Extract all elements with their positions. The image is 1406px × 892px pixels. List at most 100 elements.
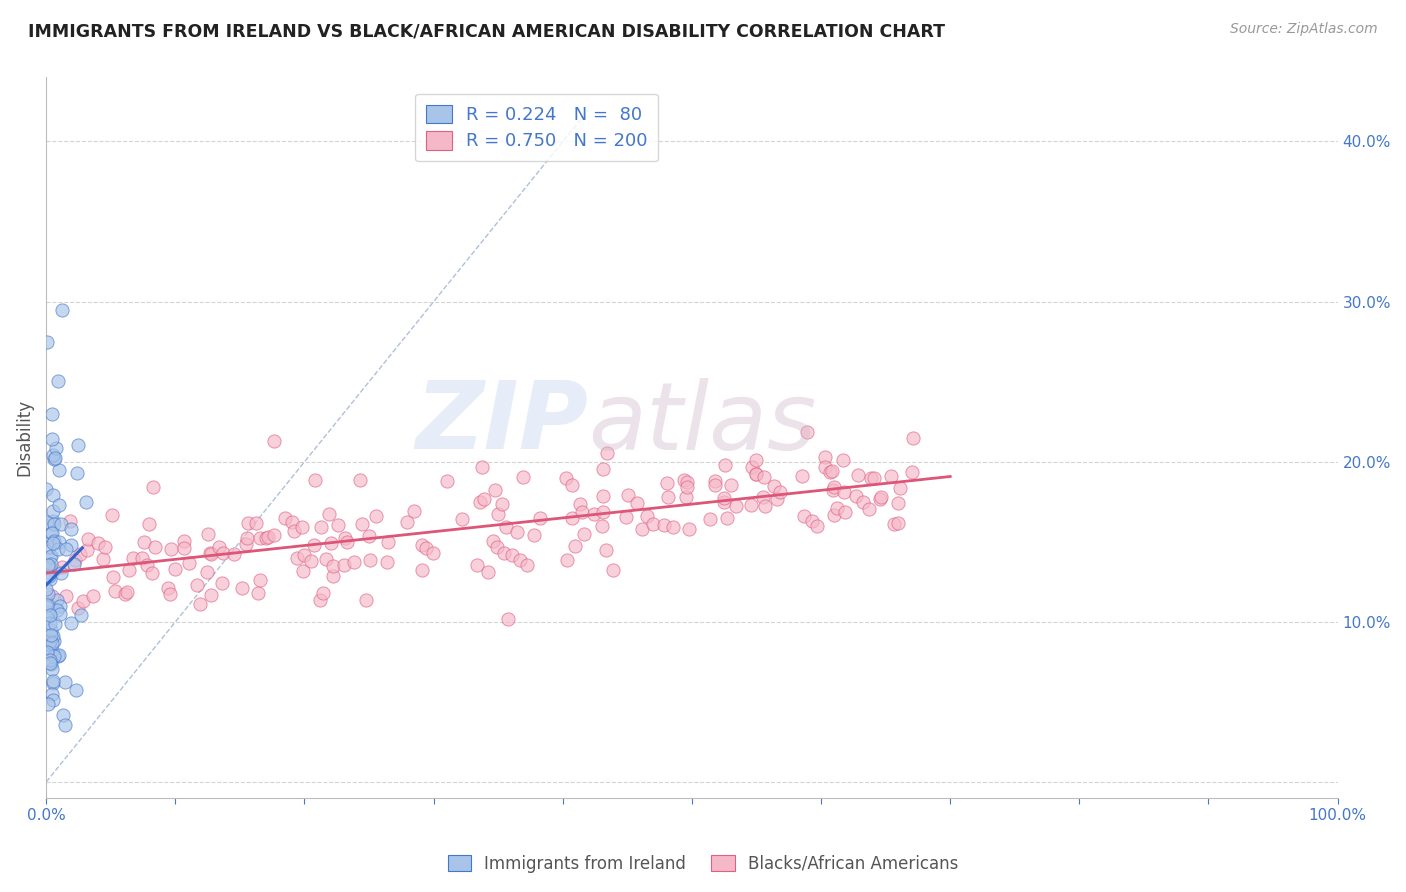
Point [486, 507, 509, 521]
Point [889, 481, 911, 495]
Point [283, 524, 305, 538]
Point [569, 497, 592, 511]
Point [39, 657, 62, 671]
Point [41, 589, 63, 603]
Point [75, 495, 97, 509]
Point [82, 589, 104, 603]
Point [470, 495, 492, 509]
Point [792, 468, 814, 483]
Point [60, 616, 83, 631]
Point [66, 466, 89, 480]
Point [131, 551, 153, 566]
Point [249, 532, 271, 546]
Point [39, 557, 62, 571]
Point [335, 535, 357, 549]
Point [450, 512, 472, 526]
Point [626, 496, 648, 510]
Point [49, 607, 72, 622]
Point [35, 482, 58, 496]
Point [675, 490, 697, 504]
Point [41, 536, 63, 550]
Point [484, 483, 506, 498]
Point [595, 446, 617, 460]
Point [845, 489, 868, 503]
Point [492, 546, 515, 560]
Point [699, 512, 721, 526]
Point [561, 478, 583, 492]
Point [436, 475, 458, 489]
Point [800, 514, 823, 528]
Point [115, 584, 138, 599]
Point [821, 464, 844, 478]
Point [37, 598, 59, 612]
Legend: R = 0.224   N =  80, R = 0.750   N = 200: R = 0.224 N = 80, R = 0.750 N = 200 [416, 94, 658, 161]
Point [249, 574, 271, 588]
Point [825, 501, 848, 516]
Point [411, 563, 433, 577]
Point [46, 593, 69, 607]
Point [59, 538, 82, 552]
Point [652, 518, 675, 533]
Point [35, 582, 58, 596]
Point [870, 491, 893, 505]
Point [745, 467, 768, 482]
Point [823, 480, 845, 494]
Point [235, 537, 257, 551]
Point [222, 548, 245, 562]
Point [299, 554, 322, 568]
Point [186, 577, 208, 591]
Point [304, 538, 326, 552]
Point [333, 531, 356, 545]
Point [39, 623, 62, 637]
Point [42, 534, 65, 549]
Point [38, 541, 60, 555]
Point [69, 607, 91, 622]
Point [740, 498, 762, 512]
Point [763, 479, 786, 493]
Point [55, 541, 77, 556]
Point [132, 535, 155, 549]
Point [832, 485, 855, 500]
Point [72, 594, 94, 608]
Point [630, 522, 652, 536]
Point [38, 549, 60, 564]
Point [76, 542, 98, 557]
Point [880, 469, 903, 483]
Point [662, 520, 685, 534]
Point [643, 516, 665, 531]
Point [198, 546, 221, 560]
Point [190, 597, 212, 611]
Point [63, 557, 86, 571]
Point [37, 597, 59, 611]
Point [38, 573, 60, 587]
Point [42, 693, 65, 707]
Point [48, 498, 70, 512]
Point [285, 551, 308, 566]
Point [471, 460, 494, 475]
Legend: Immigrants from Ireland, Blacks/African Americans: Immigrants from Ireland, Blacks/African … [441, 848, 965, 880]
Point [482, 534, 505, 549]
Point [66, 601, 89, 615]
Point [703, 474, 725, 488]
Point [292, 548, 315, 562]
Point [678, 522, 700, 536]
Point [591, 519, 613, 533]
Point [41, 432, 63, 446]
Point [375, 555, 398, 569]
Point [42, 674, 65, 689]
Point [769, 485, 792, 500]
Point [869, 491, 891, 506]
Point [65, 682, 87, 697]
Point [42, 675, 65, 690]
Point [315, 552, 337, 566]
Point [157, 581, 180, 595]
Point [675, 475, 697, 490]
Point [883, 517, 905, 532]
Point [77, 532, 100, 546]
Point [377, 535, 399, 549]
Point [52, 708, 75, 723]
Point [555, 553, 578, 567]
Point [91, 551, 114, 566]
Point [501, 548, 523, 562]
Point [901, 431, 924, 445]
